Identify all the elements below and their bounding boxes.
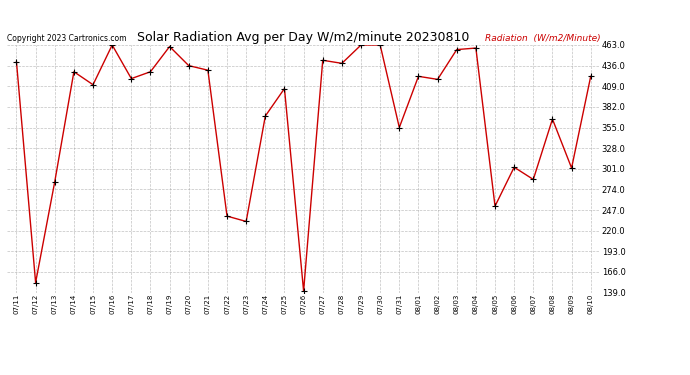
Text: Radiation  (W/m2/Minute): Radiation (W/m2/Minute) [484, 33, 600, 42]
Title: Solar Radiation Avg per Day W/m2/minute 20230810: Solar Radiation Avg per Day W/m2/minute … [137, 31, 470, 44]
Text: Copyright 2023 Cartronics.com: Copyright 2023 Cartronics.com [7, 33, 126, 42]
